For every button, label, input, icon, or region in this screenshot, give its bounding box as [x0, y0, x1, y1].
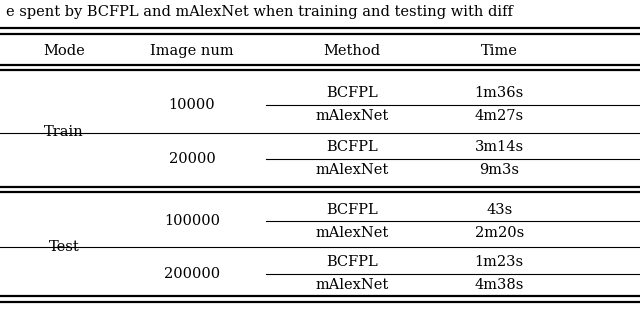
Text: Train: Train: [44, 125, 84, 139]
Text: mAlexNet: mAlexNet: [316, 278, 388, 292]
Text: 2m20s: 2m20s: [475, 225, 524, 239]
Text: 10000: 10000: [169, 98, 215, 112]
Text: mAlexNet: mAlexNet: [316, 225, 388, 239]
Text: Test: Test: [49, 240, 79, 254]
Text: 43s: 43s: [486, 202, 513, 216]
Text: 200000: 200000: [164, 267, 220, 281]
Text: 4m38s: 4m38s: [474, 278, 524, 292]
Text: Mode: Mode: [43, 44, 85, 58]
Text: 100000: 100000: [164, 214, 220, 228]
Text: 20000: 20000: [168, 152, 216, 166]
Text: 3m14s: 3m14s: [475, 140, 524, 154]
Text: 9m3s: 9m3s: [479, 163, 519, 177]
Text: 1m36s: 1m36s: [475, 86, 524, 100]
Text: Time: Time: [481, 44, 518, 58]
Text: Image num: Image num: [150, 44, 234, 58]
Text: mAlexNet: mAlexNet: [316, 163, 388, 177]
Text: BCFPL: BCFPL: [326, 86, 378, 100]
Text: BCFPL: BCFPL: [326, 255, 378, 269]
Text: BCFPL: BCFPL: [326, 202, 378, 216]
Text: 1m23s: 1m23s: [475, 255, 524, 269]
Text: 4m27s: 4m27s: [475, 109, 524, 123]
Text: mAlexNet: mAlexNet: [316, 109, 388, 123]
Text: BCFPL: BCFPL: [326, 140, 378, 154]
Text: e spent by BCFPL and mAlexNet when training and testing with diff: e spent by BCFPL and mAlexNet when train…: [6, 5, 513, 19]
Text: Method: Method: [323, 44, 381, 58]
